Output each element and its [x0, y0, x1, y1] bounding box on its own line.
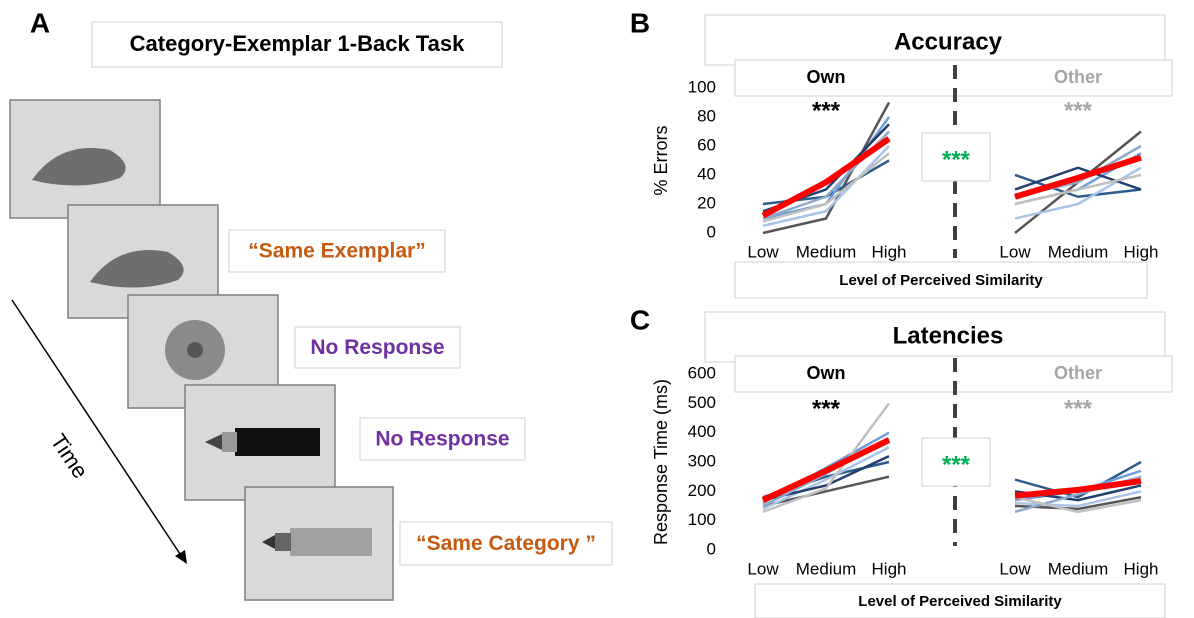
x-tick-label: Medium [796, 559, 856, 578]
significance: *** [812, 395, 841, 422]
response-label: “Same Exemplar” [248, 240, 425, 263]
panel-label: A [30, 7, 50, 38]
stimulus-4 [185, 385, 335, 500]
stimulus-1 [10, 100, 160, 218]
y-axis-label: Response Time (ms) [651, 379, 671, 545]
arrow-head [175, 550, 187, 564]
x-tick-label: Low [999, 242, 1031, 261]
response-label: “Same Category ” [416, 532, 596, 555]
y-tick-label: 400 [688, 422, 716, 441]
y-tick-label: 500 [688, 393, 716, 412]
y-tick-label: 80 [697, 106, 716, 125]
x-axis-label: Level of Perceived Similarity [839, 272, 1043, 289]
chart-title: Accuracy [894, 28, 1003, 55]
figure: A Category-Exemplar 1-Back Task Time “Sa… [0, 0, 1194, 618]
group-label: Other [1054, 67, 1102, 87]
x-tick-label: Medium [796, 242, 856, 261]
contrast-significance: *** [942, 451, 971, 478]
x-tick-label: Medium [1048, 242, 1108, 261]
significance: *** [812, 97, 841, 124]
stimulus-5 [245, 487, 393, 600]
y-tick-label: 200 [688, 481, 716, 500]
x-tick-label: High [872, 242, 907, 261]
x-tick-label: High [1124, 559, 1159, 578]
x-tick-label: High [872, 559, 907, 578]
y-tick-label: 0 [707, 539, 716, 558]
y-tick-label: 20 [697, 193, 716, 212]
x-tick-label: Low [747, 559, 779, 578]
response-label: No Response [310, 336, 444, 359]
panel-title: Category-Exemplar 1-Back Task [130, 31, 465, 56]
y-tick-label: 40 [697, 164, 716, 183]
panel-label: B [630, 7, 650, 38]
time-label: Time [46, 429, 94, 483]
x-tick-label: High [1124, 242, 1159, 261]
chart-title: Latencies [893, 322, 1004, 349]
y-tick-label: 0 [707, 222, 716, 241]
x-tick-label: Low [747, 242, 779, 261]
y-tick-label: 100 [688, 77, 716, 96]
group-label: Own [807, 67, 846, 87]
y-axis-label: % Errors [651, 125, 671, 195]
x-axis-label: Level of Perceived Similarity [858, 593, 1062, 610]
y-tick-label: 600 [688, 363, 716, 382]
y-tick-label: 100 [688, 510, 716, 529]
x-tick-label: Low [999, 559, 1031, 578]
y-tick-label: 300 [688, 451, 716, 470]
group-label: Other [1054, 363, 1102, 383]
panel-label: C [630, 304, 650, 335]
significance: *** [1064, 395, 1093, 422]
x-tick-label: Medium [1048, 559, 1108, 578]
y-tick-label: 60 [697, 135, 716, 154]
significance: *** [1064, 97, 1093, 124]
contrast-significance: *** [942, 146, 971, 173]
group-label: Own [807, 363, 846, 383]
response-label: No Response [375, 428, 509, 451]
